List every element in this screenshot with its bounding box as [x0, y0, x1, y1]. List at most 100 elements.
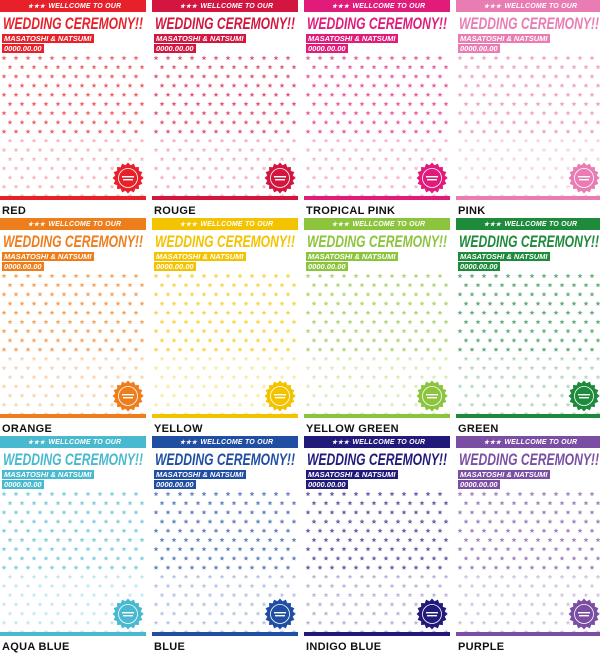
couple-names: MASATOSHI & NATSUMI [154, 34, 246, 43]
invitation-card: ★★★ WELLCOME TO OUR WEDDING CEREMONY!! M… [456, 0, 600, 200]
seal-line-1 [122, 612, 134, 614]
seal-line-2 [427, 397, 437, 399]
color-label: RED [2, 205, 27, 217]
color-label: TROPICAL PINK [306, 205, 396, 217]
headline-text: WEDDING CEREMONY!! [155, 451, 295, 469]
seal-line-1 [578, 612, 590, 614]
wedding-date: 0000.00.00 [306, 44, 348, 53]
headline: WEDDING CEREMONY!! [306, 232, 449, 252]
seal-line-2 [123, 397, 133, 399]
color-variant-red: ★★★ WELLCOME TO OUR WEDDING CEREMONY!! M… [0, 0, 146, 218]
banner-text: WELLCOME TO OUR [200, 2, 274, 10]
color-variant-aqua-blue: ★★★ WELLCOME TO OUR WEDDING CEREMONY!! M… [0, 436, 146, 654]
invitation-card: ★★★ WELLCOME TO OUR WEDDING CEREMONY!! M… [456, 436, 600, 636]
welcome-banner: ★★★ WELLCOME TO OUR [152, 0, 298, 12]
headline: WEDDING CEREMONY!! [2, 14, 145, 34]
seal-badge-icon [568, 162, 600, 194]
seal-badge-icon [416, 598, 448, 630]
card-footer-bar [152, 632, 298, 636]
banner-stars-left: ★★★ [483, 3, 502, 10]
headline: WEDDING CEREMONY!! [2, 450, 145, 470]
color-variant-yellow: ★★★ WELLCOME TO OUR WEDDING CEREMONY!! M… [152, 218, 298, 436]
pattern-stars-dense [153, 491, 298, 570]
banner-text: WELLCOME TO OUR [48, 2, 122, 10]
banner-stars-left: ★★★ [179, 439, 198, 446]
seal-badge-icon [112, 598, 144, 630]
card-footer-bar [304, 414, 450, 418]
banner-text: WELLCOME TO OUR [504, 2, 578, 10]
seal-ring [422, 604, 442, 624]
seal-outer [264, 162, 296, 194]
headline-text: WEDDING CEREMONY!! [3, 15, 143, 33]
card-footer-bar [0, 414, 146, 418]
invitation-card: ★★★ WELLCOME TO OUR WEDDING CEREMONY!! M… [152, 436, 298, 636]
seal-badge-icon [112, 380, 144, 412]
seal-outer [568, 162, 600, 194]
welcome-banner: ★★★ WELLCOME TO OUR [0, 436, 146, 448]
banner-stars-left: ★★★ [27, 3, 46, 10]
welcome-banner: ★★★ WELLCOME TO OUR [304, 0, 450, 12]
pattern-stars-dense [457, 273, 600, 352]
banner-stars-left: ★★★ [27, 221, 46, 228]
card-footer-bar [0, 196, 146, 200]
invitation-card: ★★★ WELLCOME TO OUR WEDDING CEREMONY!! M… [152, 218, 298, 418]
banner-text: WELLCOME TO OUR [48, 220, 122, 228]
couple-names: MASATOSHI & NATSUMI [306, 470, 398, 479]
seal-outer [416, 380, 448, 412]
color-label: ORANGE [2, 423, 53, 435]
headline: WEDDING CEREMONY!! [154, 232, 297, 252]
headline-text: WEDDING CEREMONY!! [3, 233, 143, 251]
wedding-date: 0000.00.00 [154, 262, 196, 271]
seal-line-2 [275, 615, 285, 617]
seal-line-2 [427, 615, 437, 617]
color-variant-green: ★★★ WELLCOME TO OUR WEDDING CEREMONY!! M… [456, 218, 600, 436]
couple-names: MASATOSHI & NATSUMI [458, 470, 550, 479]
card-footer-bar [0, 632, 146, 636]
seal-line-2 [275, 397, 285, 399]
welcome-banner: ★★★ WELLCOME TO OUR [152, 436, 298, 448]
wedding-date: 0000.00.00 [306, 262, 348, 271]
pattern-stars-dense [305, 491, 450, 570]
seal-line-1 [426, 176, 438, 178]
seal-line-2 [123, 615, 133, 617]
welcome-banner: ★★★ WELLCOME TO OUR [456, 218, 600, 230]
welcome-banner: ★★★ WELLCOME TO OUR [456, 436, 600, 448]
seal-line-1 [578, 176, 590, 178]
invitation-card: ★★★ WELLCOME TO OUR WEDDING CEREMONY!! M… [0, 0, 146, 200]
headline: WEDDING CEREMONY!! [458, 232, 600, 252]
seal-badge-icon [568, 598, 600, 630]
wedding-date: 0000.00.00 [458, 44, 500, 53]
wedding-date: 0000.00.00 [2, 480, 44, 489]
seal-badge-icon [416, 162, 448, 194]
pattern-stars-dense [1, 273, 146, 352]
couple-names: MASATOSHI & NATSUMI [2, 252, 94, 261]
invitation-card: ★★★ WELLCOME TO OUR WEDDING CEREMONY!! M… [304, 436, 450, 636]
banner-stars-left: ★★★ [27, 439, 46, 446]
welcome-banner: ★★★ WELLCOME TO OUR [152, 218, 298, 230]
seal-line-1 [426, 612, 438, 614]
couple-names: MASATOSHI & NATSUMI [458, 34, 550, 43]
color-variant-blue: ★★★ WELLCOME TO OUR WEDDING CEREMONY!! M… [152, 436, 298, 654]
couple-names: MASATOSHI & NATSUMI [306, 34, 398, 43]
headline: WEDDING CEREMONY!! [306, 450, 449, 470]
seal-ring [422, 168, 442, 188]
welcome-banner: ★★★ WELLCOME TO OUR [304, 218, 450, 230]
pattern-stars-dense [305, 55, 450, 134]
headline-text: WEDDING CEREMONY!! [307, 15, 447, 33]
seal-badge-icon [264, 380, 296, 412]
seal-outer [264, 598, 296, 630]
card-footer-bar [304, 196, 450, 200]
seal-outer [568, 380, 600, 412]
seal-line-1 [122, 176, 134, 178]
seal-ring [270, 168, 290, 188]
banner-text: WELLCOME TO OUR [352, 2, 426, 10]
seal-ring [422, 386, 442, 406]
seal-ring [270, 604, 290, 624]
wedding-date: 0000.00.00 [154, 480, 196, 489]
banner-text: WELLCOME TO OUR [504, 220, 578, 228]
color-label: YELLOW [154, 423, 203, 435]
banner-text: WELLCOME TO OUR [352, 438, 426, 446]
seal-badge-icon [416, 380, 448, 412]
headline-text: WEDDING CEREMONY!! [307, 451, 447, 469]
seal-line-1 [274, 612, 286, 614]
